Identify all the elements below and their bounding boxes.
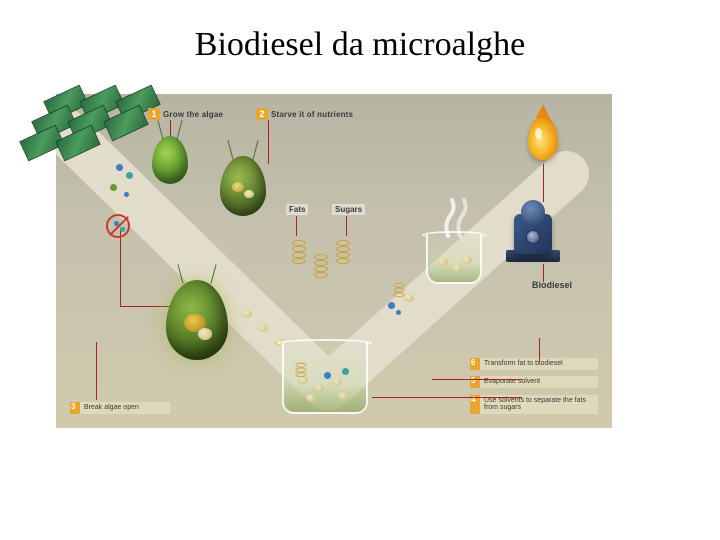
step-1-text: Grow the algae bbox=[163, 110, 223, 119]
sugar-helix-icon bbox=[393, 283, 404, 305]
molecule-icon bbox=[110, 184, 117, 191]
leader-line bbox=[120, 228, 121, 306]
step-6-text: Transform fat to biodiesel bbox=[484, 360, 563, 367]
leader-line bbox=[346, 216, 347, 236]
molecule-icon bbox=[396, 310, 401, 315]
step-2-num: 2 bbox=[256, 108, 268, 120]
leader-line bbox=[543, 164, 544, 202]
processor-machine bbox=[506, 200, 560, 262]
no-nutrients-icon bbox=[106, 214, 130, 238]
leader-line bbox=[372, 397, 522, 398]
step-2-text: Starve it of nutrients bbox=[271, 110, 353, 119]
biodiesel-label: Biodiesel bbox=[532, 280, 572, 290]
biodiesel-drop-icon bbox=[528, 116, 558, 160]
leader-line bbox=[96, 342, 97, 400]
leader-line bbox=[296, 216, 297, 236]
leader-line bbox=[268, 120, 269, 164]
page-title: Biodiesel da microalghe bbox=[0, 26, 720, 64]
fat-blob-icon bbox=[242, 310, 252, 318]
step-1-label: 1 Grow the algae bbox=[148, 108, 223, 120]
leader-line bbox=[432, 379, 522, 380]
process-diagram: 1 Grow the algae 2 Starve it of nutrient… bbox=[56, 94, 612, 428]
step-4-text: Use solvents to separate the fats from s… bbox=[484, 397, 586, 412]
vapor-icon bbox=[442, 198, 472, 238]
leader-line bbox=[539, 338, 540, 362]
beaker-mixture bbox=[282, 342, 368, 414]
step-2-label: 2 Starve it of nutrients bbox=[256, 108, 353, 120]
sugars-label: Sugars bbox=[332, 204, 365, 215]
step-3-label: 3 Break algae open bbox=[70, 402, 170, 414]
step-3-text: Break algae open bbox=[84, 404, 139, 411]
beaker-solvent bbox=[426, 234, 482, 284]
fat-blob-icon bbox=[404, 294, 414, 302]
step-1-num: 1 bbox=[148, 108, 160, 120]
step-3-num: 3 bbox=[71, 403, 75, 412]
fats-label: Fats bbox=[286, 204, 308, 215]
fat-blob-icon bbox=[258, 324, 268, 332]
sugar-helix-icon bbox=[336, 240, 350, 268]
molecule-icon bbox=[116, 164, 123, 171]
molecule-icon bbox=[126, 172, 133, 179]
step-6-num: 6 bbox=[471, 359, 475, 368]
step-6-label: 6 Transform fat to biodiesel bbox=[470, 358, 598, 370]
sugar-helix-icon bbox=[292, 240, 306, 268]
molecule-icon bbox=[124, 192, 129, 197]
sugar-helix-icon bbox=[314, 254, 328, 282]
